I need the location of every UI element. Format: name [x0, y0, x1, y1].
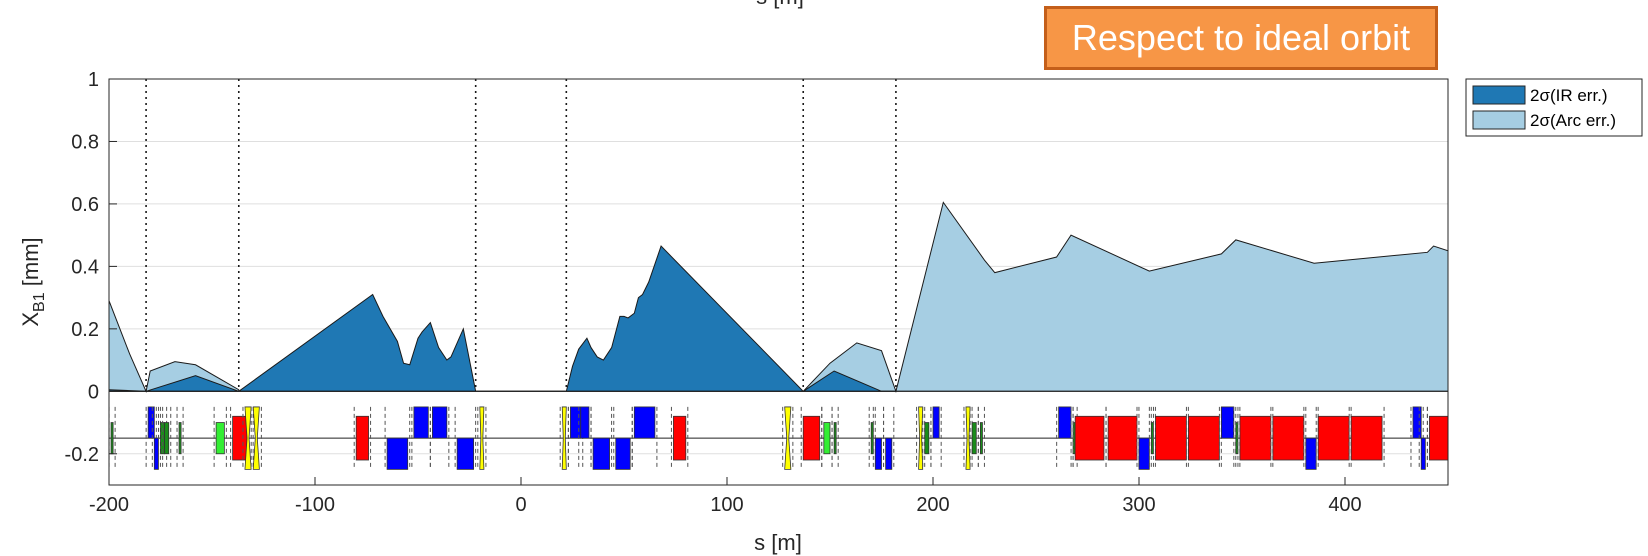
y-tick-label: -0.2: [65, 444, 99, 466]
sextupole-magnet: [178, 422, 182, 455]
dipole-magnet: [1188, 415, 1220, 461]
crab-cavity-magnet: [965, 406, 971, 470]
legend: 2σ(IR err.) 2σ(Arc err.): [1465, 78, 1643, 137]
crab-cavity-magnet: [918, 406, 924, 470]
y-tick-label: 1: [88, 69, 99, 91]
y-tick-label: 0.4: [71, 256, 99, 278]
quadrupole-magnet: [413, 406, 429, 439]
dipole-magnet: [1074, 415, 1105, 461]
y-tick-label: 0.2: [71, 319, 99, 341]
sextupole-magnet: [164, 422, 170, 455]
quadrupole-magnet: [580, 406, 590, 439]
quadrupole-magnet: [456, 437, 475, 470]
sextupole-magnet: [971, 422, 977, 455]
top-cropped-axis-label: s [m]: [756, 0, 804, 9]
area-arc-err: [109, 201, 1448, 394]
y-axis-label-unit: [mm]: [18, 237, 43, 292]
quadrupole-magnet: [1412, 406, 1422, 439]
y-axis-label-main: X: [18, 312, 43, 327]
quadrupole-magnet: [153, 437, 159, 470]
y-tick-label: 0.8: [71, 131, 99, 153]
plot-area: [108, 78, 1449, 486]
x-tick-label: 300: [1122, 494, 1155, 516]
x-tick-label: 400: [1328, 494, 1361, 516]
beamline-lattice: [109, 406, 1448, 470]
quadrupole-magnet: [147, 406, 155, 439]
y-tick-label: 0.6: [71, 194, 99, 216]
ip-dotted-lines: [145, 79, 897, 392]
dipole-magnet: [802, 415, 821, 461]
dipole-magnet: [1317, 415, 1350, 461]
legend-label-ir: 2σ(IR err.): [1530, 86, 1608, 105]
quadrupole-magnet: [615, 437, 631, 470]
sextupole-magnet: [924, 422, 930, 455]
dipole-magnet: [1155, 415, 1187, 461]
quadrupole-magnet: [1305, 437, 1317, 470]
x-tick-label: 0: [515, 494, 526, 516]
y-tick-label: 0: [88, 381, 99, 403]
x-axis-label: s [m]: [754, 530, 802, 555]
crab-cavity-magnet: [479, 406, 485, 470]
x-tick-label: -100: [295, 494, 335, 516]
quadrupole-magnet: [1221, 406, 1235, 439]
plot-frame: [108, 78, 1449, 486]
x-tick-label: 100: [710, 494, 743, 516]
crab-cavity-magnet: [252, 406, 260, 470]
legend-label-arc: 2σ(Arc err.): [1530, 111, 1616, 130]
sextupole-magnet: [833, 422, 837, 455]
area-ir-err: [109, 245, 896, 392]
crab-cavity-magnet: [784, 406, 792, 470]
quadrupole-magnet: [1058, 406, 1072, 439]
x-tick-label: -200: [89, 494, 129, 516]
crab-cavity-magnet: [561, 406, 567, 470]
x-axis-ticks: -200 -100 0 100 200 300 400: [89, 477, 1362, 516]
quadrupole-magnet: [432, 406, 448, 439]
dipole-magnet: [1272, 415, 1305, 461]
quadrupole-magnet: [1138, 437, 1150, 470]
dipole-magnet: [1239, 415, 1272, 461]
dipole-magnet: [232, 415, 248, 461]
annotation-badge: Respect to ideal orbit: [1044, 6, 1438, 70]
y-axis-label: XB1 [mm]: [18, 237, 48, 326]
y-axis-label-sub: B1: [31, 292, 48, 312]
sextupole-magnet: [979, 422, 983, 455]
dipole-magnet: [673, 415, 687, 461]
corrector-magnet: [215, 422, 225, 455]
quadrupole-magnet: [633, 406, 656, 439]
quadrupole-magnet: [885, 437, 893, 470]
dipole-magnet: [1107, 415, 1138, 461]
dipole-magnet: [1429, 415, 1448, 461]
legend-swatch-ir: [1472, 85, 1526, 105]
quadrupole-magnet: [874, 437, 882, 470]
x-tick-label: 200: [916, 494, 949, 516]
quadrupole-magnet: [1420, 437, 1426, 470]
area-series-group: [109, 201, 1448, 394]
y-axis-ticks: 1 0.8 0.6 0.4 0.2 0 -0.2: [65, 69, 117, 466]
quadrupole-magnet: [932, 406, 940, 439]
sextupole-magnet: [110, 422, 114, 455]
dipole-magnet: [355, 415, 369, 461]
crab-cavity-magnet: [244, 406, 252, 470]
quadrupole-magnet: [386, 437, 409, 470]
dipole-magnet: [1350, 415, 1383, 461]
legend-swatch-arc: [1472, 110, 1526, 130]
corrector-magnet: [823, 422, 831, 455]
quadrupole-magnet: [592, 437, 610, 470]
